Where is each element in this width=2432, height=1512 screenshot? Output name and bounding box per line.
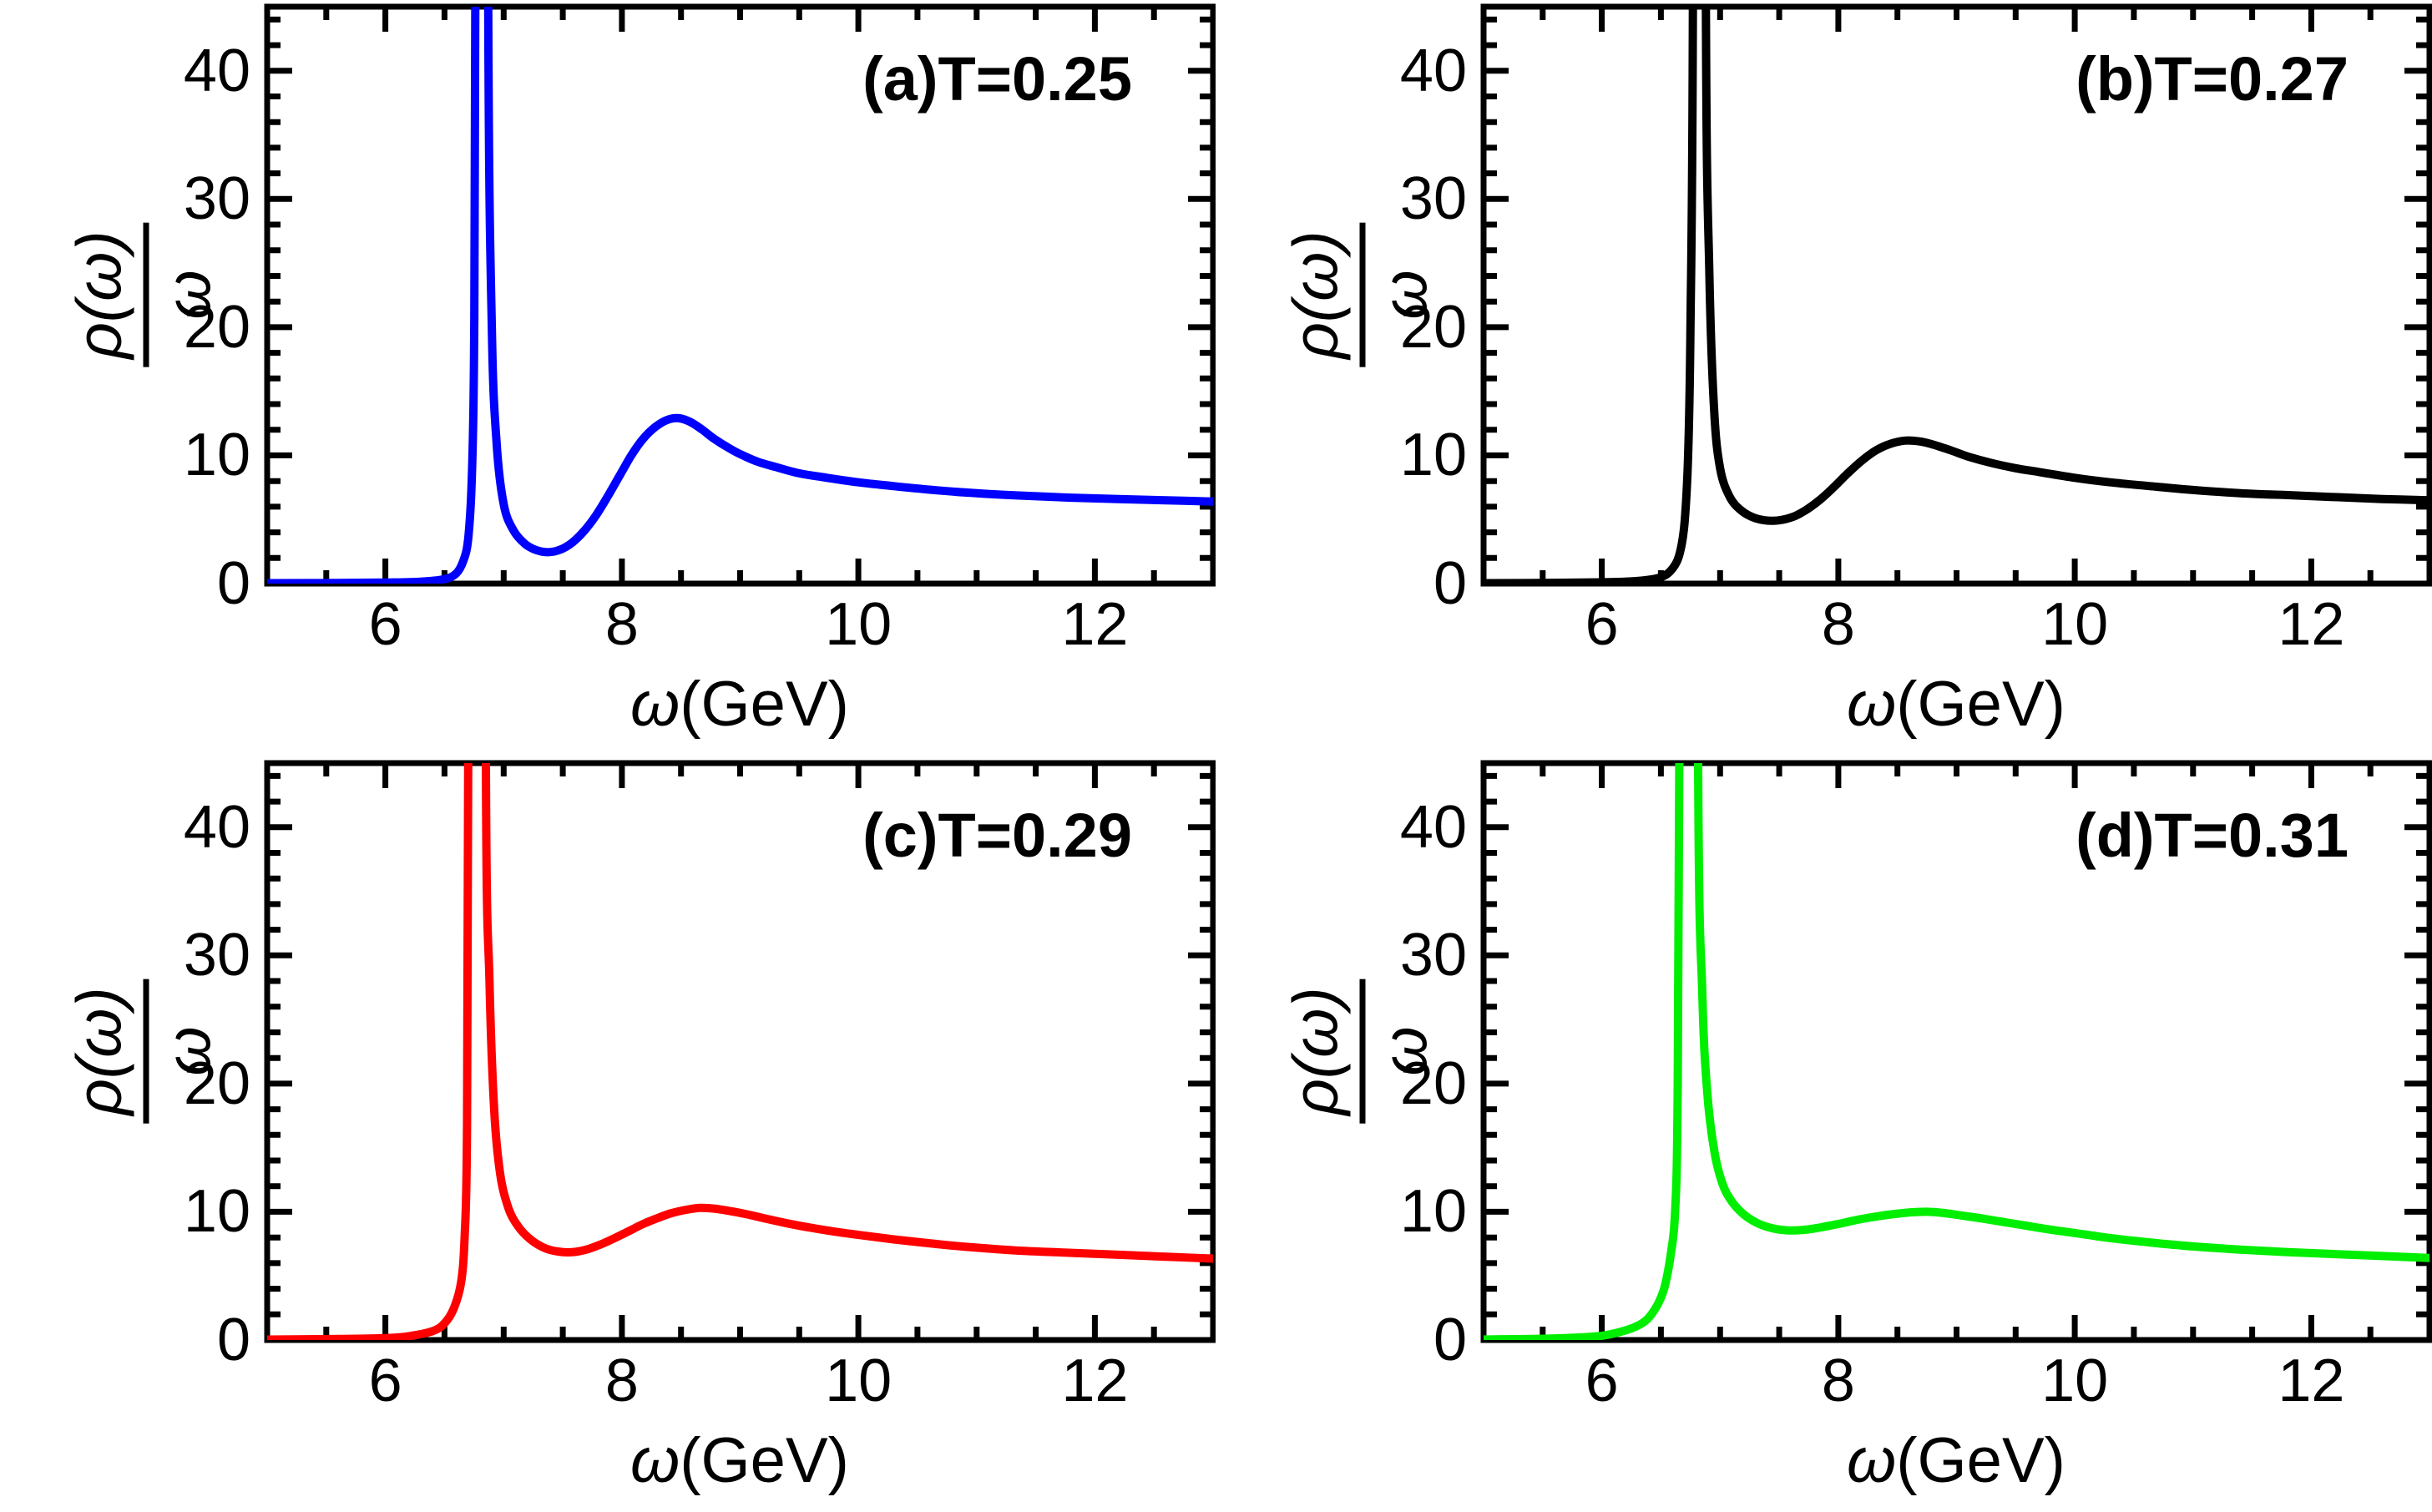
spectral-curve-c: [267, 763, 1213, 1340]
y-tick-label-30: 30: [1399, 922, 1467, 989]
panel-d: (d)T=0.31 ρ(ω) ω ω(GeV) 6 8 10 12 0 10 20 30 40: [1216, 756, 2432, 1512]
x-tick-label-10: 10: [825, 591, 892, 658]
x-tick-label-10: 10: [825, 1348, 892, 1414]
y-tick-label-40: 40: [183, 37, 250, 104]
y-tick-label-20: 20: [183, 1049, 250, 1117]
y-tick-label-10: 10: [183, 1178, 250, 1246]
x-tick-label-10: 10: [2041, 1348, 2109, 1414]
plot-svg-c: [264, 760, 1216, 1343]
panel-d-title: (d)T=0.31: [2076, 801, 2349, 870]
x-tick-label-8: 8: [604, 591, 639, 658]
x-tick-label-8: 8: [1821, 591, 1855, 658]
x-tick-label-12: 12: [1061, 591, 1129, 658]
axis-ticks: [267, 7, 1213, 587]
y-tick-label-30: 30: [1399, 165, 1467, 233]
y-tick-label-10: 10: [1399, 1178, 1467, 1246]
axis-ticks: [1484, 7, 2429, 587]
panel-b-title: (b)T=0.27: [2076, 44, 2349, 114]
y-tick-label-40: 40: [1399, 37, 1467, 104]
x-tick-label-12: 12: [1061, 1348, 1129, 1414]
spectral-curve-b: [1484, 7, 2429, 584]
x-tick-label-6: 6: [368, 1348, 402, 1414]
y-tick-label-10: 10: [183, 422, 250, 489]
x-tick-label-6: 6: [368, 591, 402, 658]
panel-d-xaxis-label: ω(GeV): [1847, 1425, 2065, 1496]
x-tick-label-8: 8: [604, 1348, 639, 1414]
y-tick-label-20: 20: [1399, 293, 1467, 361]
y-tick-label-30: 30: [183, 922, 250, 989]
x-tick-label-12: 12: [2278, 1348, 2345, 1414]
panel-c-title: (c)T=0.29: [862, 801, 1132, 870]
x-tick-label-12: 12: [2278, 591, 2345, 658]
y-tick-label-40: 40: [1399, 793, 1467, 861]
y-tick-label-20: 20: [183, 293, 250, 361]
y-tick-label-0: 0: [216, 550, 250, 617]
panel-c-xaxis-label: ω(GeV): [630, 1425, 849, 1496]
plot-svg-b: [1480, 3, 2432, 587]
panel-c: (c)T=0.29 ρ(ω) ω ω(GeV) 6 8 10 12 0 10 20 30 40: [0, 756, 1216, 1512]
panel-b-xaxis-label: ω(GeV): [1847, 669, 2065, 740]
x-tick-label-6: 6: [1585, 591, 1619, 658]
y-tick-label-0: 0: [216, 1307, 250, 1373]
x-tick-label-6: 6: [1585, 1348, 1619, 1414]
axis-ticks: [267, 763, 1213, 1343]
x-tick-label-8: 8: [1821, 1348, 1855, 1414]
y-tick-label-40: 40: [183, 793, 250, 861]
x-tick-label-10: 10: [2041, 591, 2109, 658]
panel-a-title: (a)T=0.25: [862, 44, 1132, 114]
plot-svg-d: [1480, 760, 2432, 1343]
spectral-curve-d: [1484, 763, 2429, 1340]
panel-b: (b)T=0.27 ρ(ω) ω ω(GeV) 6 8 10 12 0 10 20 30 40: [1216, 0, 2432, 756]
panel-a-xaxis-label: ω(GeV): [630, 669, 849, 740]
spectral-curve-a: [267, 7, 1213, 584]
plot-svg-a: [264, 3, 1216, 587]
y-tick-label-10: 10: [1399, 422, 1467, 489]
axis-ticks: [1484, 763, 2429, 1343]
y-tick-label-30: 30: [183, 165, 250, 233]
y-tick-label-0: 0: [1433, 550, 1467, 617]
y-tick-label-0: 0: [1433, 1307, 1467, 1373]
panel-a: (a)T=0.25 ρ(ω) ω ω(GeV) 6 8 10 12 0 10 20 30 40: [0, 0, 1216, 756]
y-tick-label-20: 20: [1399, 1049, 1467, 1117]
